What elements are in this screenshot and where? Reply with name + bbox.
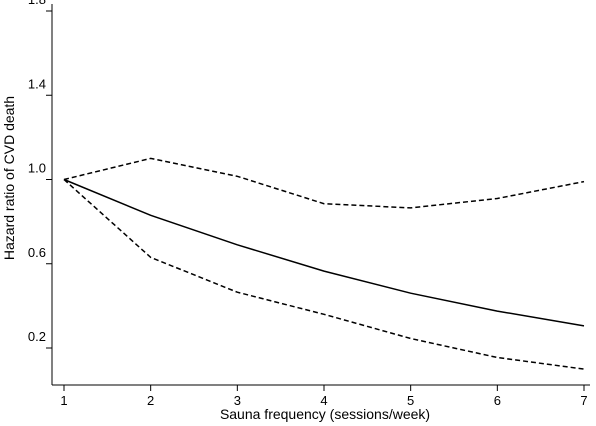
y-tick-label: 0.2 xyxy=(28,329,46,344)
y-tick-label: 1.4 xyxy=(28,76,46,91)
x-axis-title: Sauna frequency (sessions/week) xyxy=(220,406,430,422)
x-tick-label: 7 xyxy=(580,393,587,408)
x-tick-label: 3 xyxy=(234,393,241,408)
series-line-ci-1 xyxy=(63,157,585,209)
y-axis-title: Hazard ratio of CVD death xyxy=(1,96,17,260)
x-tick-label: 6 xyxy=(494,393,501,408)
series-layer xyxy=(63,157,585,370)
x-tick-label: 2 xyxy=(147,393,154,408)
y-tick-label: 0.6 xyxy=(28,245,46,260)
y-tick-label: 1.8 xyxy=(28,0,46,7)
axes: 0.2 0.6 1.0 1.4 1.8 1 2 3 4 5 6 7 xyxy=(28,0,590,408)
y-tick-label: 1.0 xyxy=(28,161,46,176)
x-tick-label: 5 xyxy=(407,393,414,408)
x-tick-label: 4 xyxy=(320,393,327,408)
x-tick-label: 1 xyxy=(60,393,67,408)
series-line-ci-2 xyxy=(63,178,585,370)
series-line-estimate xyxy=(63,178,585,327)
